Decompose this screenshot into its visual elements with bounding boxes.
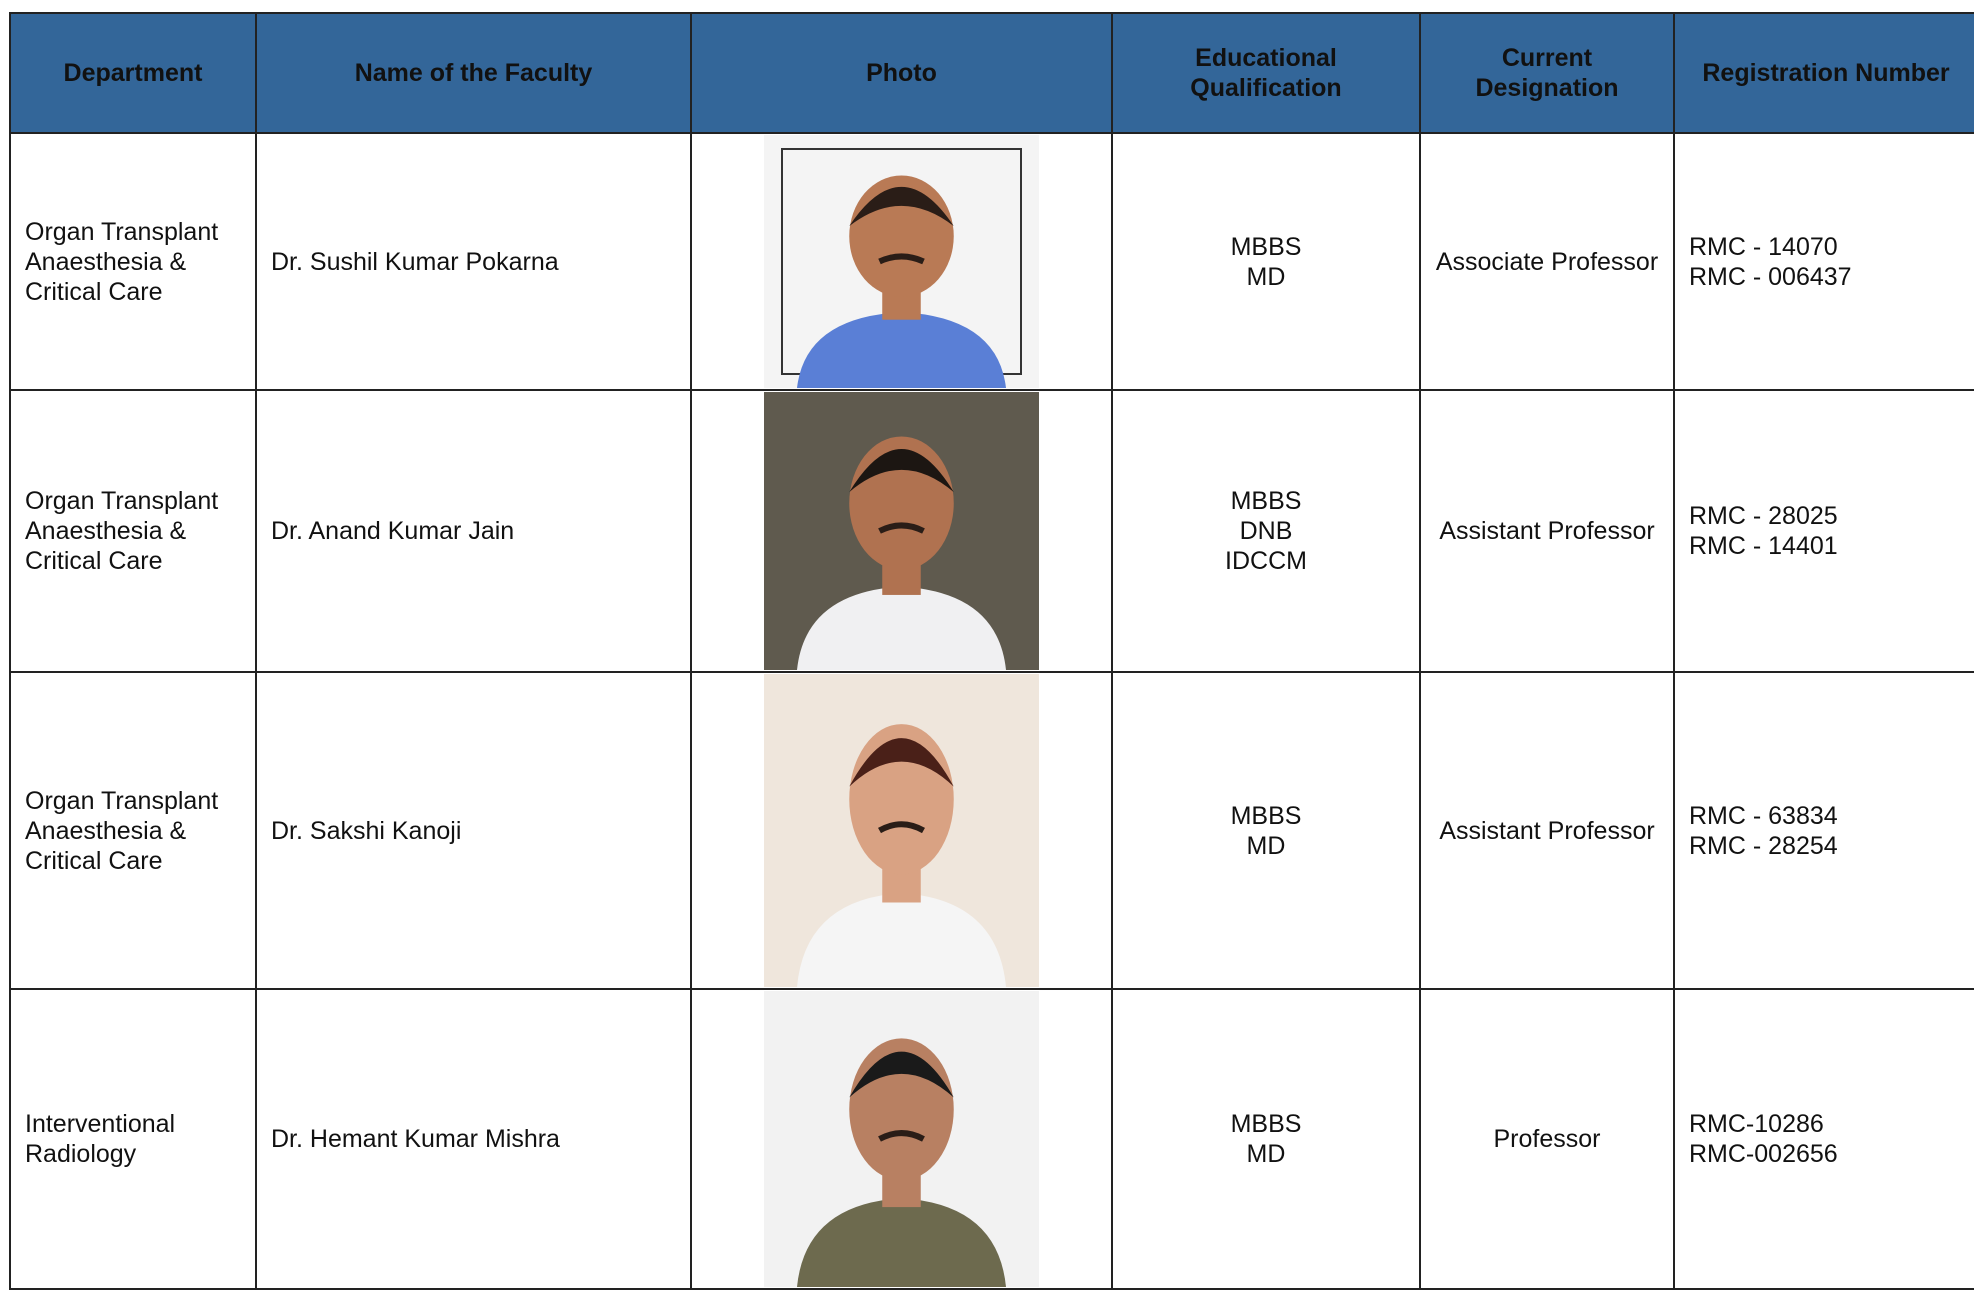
faculty-table: Department Name of the Faculty Photo Educat… <box>9 12 1974 1290</box>
table-row: Organ Transplant Anaesthesia & Critical … <box>9 389 1974 673</box>
table-row: Interventional Radiology Dr. Hemant Kumar… <box>9 988 1974 1290</box>
qualification-cell-line: MBBS <box>1230 487 1302 515</box>
department-cell: Interventional Radiology <box>9 988 257 1290</box>
photo-cell <box>690 389 1113 673</box>
registration-cell-line: RMC - 14401 <box>1689 532 1838 560</box>
header-cell: Current Designation <box>1419 12 1675 134</box>
qualification-cell-line: IDCCM <box>1225 547 1307 575</box>
name-cell: Dr. Sushil Kumar Pokarna <box>255 132 692 391</box>
designation-cell: Assistant Professor <box>1419 671 1675 990</box>
qualification-cell: MBBS MD <box>1111 988 1421 1290</box>
qualification-cell: MBBS MD <box>1111 132 1421 391</box>
qualification-cell-line: DNB <box>1239 517 1293 545</box>
photo <box>764 991 1039 1287</box>
qualification-cell-line: MBBS <box>1230 801 1302 830</box>
photo <box>764 135 1039 388</box>
table-row: Organ Transplant Anaesthesia & Critical … <box>9 132 1974 391</box>
designation-cell: Assistant Professor <box>1419 389 1675 673</box>
registration-cell: RMC - 14070 RMC - 006437 <box>1673 132 1974 391</box>
table-row: Organ Transplant Anaesthesia & Critical … <box>9 671 1974 990</box>
registration-cell-line: RMC - 28025 <box>1689 502 1838 530</box>
table-body: Organ Transplant Anaesthesia & Critical … <box>9 132 1974 1290</box>
photo <box>764 674 1039 987</box>
qualification-cell-line: MD <box>1246 262 1286 291</box>
header-cell: Photo <box>690 12 1113 134</box>
registration-cell-line: RMC - 006437 <box>1689 262 1852 291</box>
qualification-cell-line: MD <box>1246 1140 1286 1168</box>
photo-cell <box>690 671 1113 990</box>
header-cell: Educational Qualification <box>1111 12 1421 134</box>
registration-cell-line: RMC-10286 <box>1689 1110 1824 1138</box>
registration-cell-line: RMC - 63834 <box>1689 801 1838 830</box>
designation-cell: Associate Professor <box>1419 132 1675 391</box>
page: Department Name of the Faculty Photo Educat… <box>9 12 1974 1290</box>
name-cell: Dr. Anand Kumar Jain <box>255 389 692 673</box>
registration-cell-line: RMC-002656 <box>1689 1140 1838 1168</box>
registration-cell-line: RMC - 14070 <box>1689 232 1838 261</box>
header-cell: Name of the Faculty <box>255 12 692 134</box>
header-row: Department Name of the Faculty Photo Educat… <box>9 12 1974 134</box>
qualification-cell-line: MBBS <box>1230 1110 1302 1138</box>
registration-cell: RMC - 28025 RMC - 14401 <box>1673 389 1974 673</box>
department-cell: Organ Transplant Anaesthesia & Critical … <box>9 389 257 673</box>
header-cell: Registration Number <box>1673 12 1974 134</box>
header-cell: Department <box>9 12 257 134</box>
name-cell: Dr. Sakshi Kanoji <box>255 671 692 990</box>
photo-cell <box>690 132 1113 391</box>
qualification-cell-line: MD <box>1246 831 1286 860</box>
qualification-cell-line: MBBS <box>1230 232 1302 261</box>
department-cell: Organ Transplant Anaesthesia & Critical … <box>9 132 257 391</box>
qualification-cell: MBBS MD <box>1111 671 1421 990</box>
photo <box>764 392 1039 670</box>
photo-cell <box>690 988 1113 1290</box>
name-cell: Dr. Hemant Kumar Mishra <box>255 988 692 1290</box>
registration-cell: RMC - 63834 RMC - 28254 <box>1673 671 1974 990</box>
registration-cell: RMC-10286 RMC-002656 <box>1673 988 1974 1290</box>
designation-cell: Professor <box>1419 988 1675 1290</box>
department-cell: Organ Transplant Anaesthesia & Critical … <box>9 671 257 990</box>
qualification-cell: MBBS DNB IDCCM <box>1111 389 1421 673</box>
registration-cell-line: RMC - 28254 <box>1689 831 1838 860</box>
